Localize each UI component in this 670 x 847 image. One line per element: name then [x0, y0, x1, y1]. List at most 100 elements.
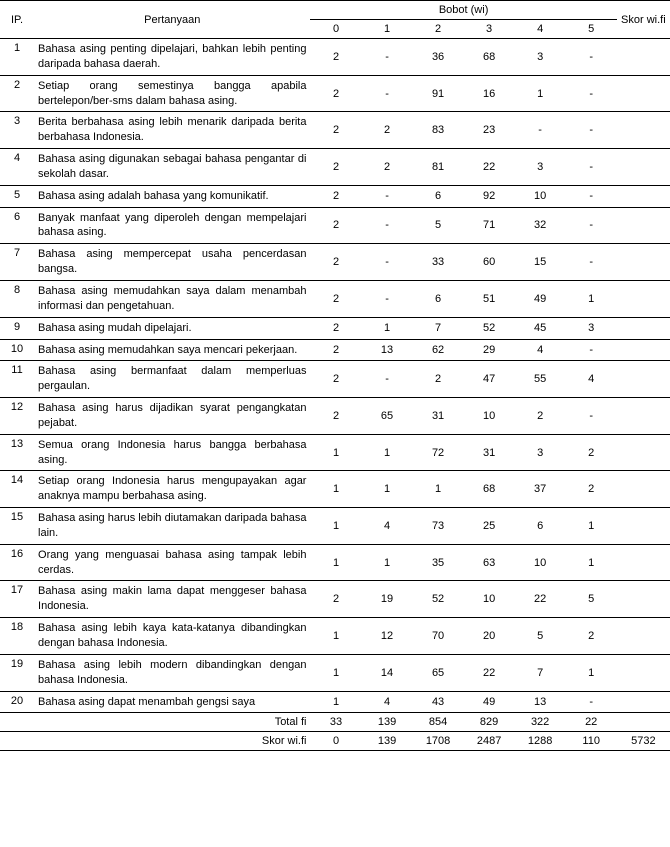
cell-ip: 14	[0, 471, 34, 508]
cell-ip: 16	[0, 544, 34, 581]
cell-ip: 1	[0, 39, 34, 76]
table-header: IP. Pertanyaan Bobot (wi) Skor wi.fi 0 1…	[0, 1, 670, 39]
cell-question: Bahasa asing memudahkan saya mencari pek…	[34, 339, 310, 361]
cell-question: Bahasa asing memudahkan saya dalam menam…	[34, 280, 310, 317]
total-fi-0: 33	[310, 713, 361, 732]
table-row: 4Bahasa asing digunakan sebagai bahasa p…	[0, 149, 670, 186]
cell-bobot-1: 14	[362, 654, 413, 691]
cell-bobot-3: 60	[464, 244, 515, 281]
table-row: 8Bahasa asing memudahkan saya dalam mena…	[0, 280, 670, 317]
cell-bobot-0: 2	[310, 581, 361, 618]
cell-bobot-1: 2	[362, 149, 413, 186]
cell-question: Semua orang Indonesia harus bangga berba…	[34, 434, 310, 471]
cell-bobot-1: -	[362, 75, 413, 112]
cell-bobot-1: 1	[362, 544, 413, 581]
cell-question: Bahasa asing dapat menambah gengsi saya	[34, 691, 310, 713]
cell-skor	[617, 618, 670, 655]
table-row: 5Bahasa asing adalah bahasa yang komunik…	[0, 185, 670, 207]
cell-bobot-4: 10	[515, 544, 566, 581]
cell-bobot-2: 36	[413, 39, 464, 76]
cell-skor	[617, 691, 670, 713]
table-row: 9Bahasa asing mudah dipelajari.21752453	[0, 317, 670, 339]
cell-bobot-5: -	[566, 75, 617, 112]
cell-bobot-2: 33	[413, 244, 464, 281]
cell-bobot-5: 2	[566, 471, 617, 508]
cell-bobot-4: 2	[515, 398, 566, 435]
cell-question: Bahasa asing harus lebih diutamakan dari…	[34, 508, 310, 545]
cell-bobot-2: 81	[413, 149, 464, 186]
cell-bobot-5: -	[566, 39, 617, 76]
total-fi-3: 829	[464, 713, 515, 732]
header-weight-1: 1	[362, 20, 413, 39]
cell-bobot-0: 1	[310, 654, 361, 691]
cell-bobot-2: 2	[413, 361, 464, 398]
cell-bobot-4: 5	[515, 618, 566, 655]
cell-bobot-4: 7	[515, 654, 566, 691]
cell-skor	[617, 581, 670, 618]
cell-bobot-3: 52	[464, 317, 515, 339]
cell-bobot-1: 13	[362, 339, 413, 361]
cell-bobot-5: 4	[566, 361, 617, 398]
cell-bobot-1: 2	[362, 112, 413, 149]
cell-bobot-2: 1	[413, 471, 464, 508]
cell-bobot-2: 91	[413, 75, 464, 112]
cell-bobot-4: 10	[515, 185, 566, 207]
cell-question: Bahasa asing makin lama dapat menggeser …	[34, 581, 310, 618]
cell-ip: 2	[0, 75, 34, 112]
cell-question: Bahasa asing digunakan sebagai bahasa pe…	[34, 149, 310, 186]
cell-bobot-1: -	[362, 361, 413, 398]
cell-bobot-1: 1	[362, 317, 413, 339]
skor-wifi-total: 5732	[617, 732, 670, 751]
skor-wifi-5: 110	[566, 732, 617, 751]
cell-bobot-3: 71	[464, 207, 515, 244]
cell-bobot-2: 31	[413, 398, 464, 435]
cell-bobot-5: 1	[566, 280, 617, 317]
cell-question: Bahasa asing lebih kaya kata-katanya dib…	[34, 618, 310, 655]
table-row: 18Bahasa asing lebih kaya kata-katanya d…	[0, 618, 670, 655]
skor-wifi-0: 0	[310, 732, 361, 751]
cell-skor	[617, 508, 670, 545]
cell-bobot-4: 55	[515, 361, 566, 398]
cell-question: Setiap orang Indonesia harus mengupayaka…	[34, 471, 310, 508]
cell-question: Orang yang menguasai bahasa asing tampak…	[34, 544, 310, 581]
cell-bobot-4: 45	[515, 317, 566, 339]
cell-bobot-5: -	[566, 339, 617, 361]
cell-bobot-5: -	[566, 149, 617, 186]
cell-bobot-3: 68	[464, 39, 515, 76]
table-row: 17Bahasa asing makin lama dapat menggese…	[0, 581, 670, 618]
header-ip: IP.	[0, 1, 34, 39]
cell-ip: 20	[0, 691, 34, 713]
cell-bobot-0: 2	[310, 244, 361, 281]
cell-ip: 8	[0, 280, 34, 317]
cell-skor	[617, 398, 670, 435]
cell-bobot-0: 2	[310, 185, 361, 207]
cell-skor	[617, 434, 670, 471]
cell-bobot-4: 3	[515, 39, 566, 76]
cell-bobot-4: 6	[515, 508, 566, 545]
cell-bobot-3: 10	[464, 398, 515, 435]
skor-wifi-1: 139	[362, 732, 413, 751]
table-footer: Total fi 33 139 854 829 322 22 Skor wi.f…	[0, 713, 670, 751]
cell-ip: 12	[0, 398, 34, 435]
cell-bobot-5: -	[566, 244, 617, 281]
cell-ip: 19	[0, 654, 34, 691]
header-weight-4: 4	[515, 20, 566, 39]
cell-bobot-5: 1	[566, 544, 617, 581]
cell-bobot-3: 63	[464, 544, 515, 581]
cell-bobot-5: 2	[566, 434, 617, 471]
cell-bobot-4: 49	[515, 280, 566, 317]
cell-bobot-2: 52	[413, 581, 464, 618]
cell-question: Bahasa asing penting dipelajari, bahkan …	[34, 39, 310, 76]
cell-bobot-0: 2	[310, 398, 361, 435]
cell-bobot-0: 1	[310, 618, 361, 655]
cell-bobot-4: 3	[515, 434, 566, 471]
cell-bobot-1: -	[362, 185, 413, 207]
cell-bobot-2: 73	[413, 508, 464, 545]
table-row: 12Bahasa asing harus dijadikan syarat pe…	[0, 398, 670, 435]
cell-bobot-3: 68	[464, 471, 515, 508]
cell-bobot-0: 2	[310, 39, 361, 76]
cell-question: Banyak manfaat yang diperoleh dengan mem…	[34, 207, 310, 244]
cell-bobot-0: 1	[310, 508, 361, 545]
cell-bobot-2: 6	[413, 185, 464, 207]
cell-question: Bahasa asing adalah bahasa yang komunika…	[34, 185, 310, 207]
